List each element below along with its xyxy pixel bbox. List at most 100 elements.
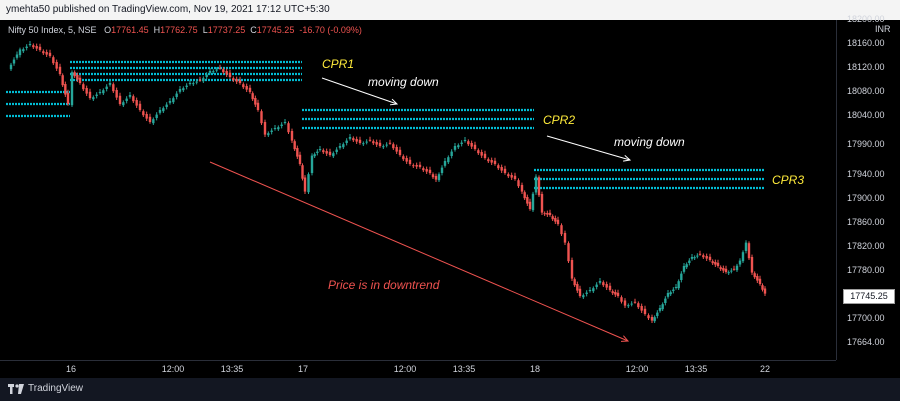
candle-body: [698, 253, 702, 255]
candle-body: [112, 84, 115, 92]
candle-body: [28, 44, 32, 45]
moving-down-arrow-1: [321, 77, 398, 105]
candle-body: [473, 144, 477, 149]
candle-body: [102, 90, 105, 94]
downtrend-arrow: [209, 161, 629, 342]
candle-body: [735, 265, 739, 271]
candle-body: [328, 151, 332, 155]
candle-body: [98, 92, 102, 93]
moving-down-label-1: moving down: [368, 75, 439, 89]
tradingview-logo-icon: [8, 383, 24, 394]
candle-body: [480, 152, 483, 156]
candle-body: [122, 102, 125, 106]
open-label: O: [104, 25, 112, 35]
candle-body: [215, 69, 218, 71]
candle-body: [724, 268, 728, 272]
time-tick: 18: [529, 364, 541, 374]
candle-body: [543, 213, 546, 215]
price-tick: 17664.00: [847, 337, 885, 347]
tradingview-logo[interactable]: TradingView: [8, 383, 83, 394]
candle-body: [680, 273, 683, 280]
candle-body: [260, 111, 263, 124]
candle-body: [61, 75, 64, 86]
price-chart[interactable]: CPR1 moving down CPR2 moving down CPR3 P…: [0, 20, 836, 360]
candle-body: [546, 213, 549, 215]
candle-body: [128, 95, 132, 97]
downtrend-arrow-head: [620, 335, 630, 342]
time-tick: 12:00: [625, 364, 649, 374]
currency-label: INR: [875, 24, 891, 34]
cpr3-label: CPR3: [772, 173, 804, 187]
time-scale[interactable]: 16 12:00 13:35 17 12:00 13:35 18 12:00 1…: [0, 360, 836, 379]
candle-body: [567, 243, 570, 262]
candle-body: [263, 122, 267, 135]
candle-body: [142, 111, 145, 116]
candle-body: [182, 88, 185, 91]
candle-body: [528, 201, 532, 209]
candle-body: [656, 312, 659, 316]
candle-body: [677, 281, 680, 289]
candle-body: [554, 218, 557, 222]
candle-body: [487, 159, 490, 162]
last-price-tag: 17745.25: [843, 289, 895, 304]
price-tick: 18040.00: [847, 110, 885, 120]
candle-body: [672, 289, 675, 291]
candle-body: [500, 167, 503, 171]
candle-body: [457, 145, 460, 148]
candle-body: [152, 119, 155, 124]
candle-body: [415, 165, 418, 167]
footer-bar: TradingView: [0, 378, 900, 401]
downtrend-label: Price is in downtrend: [328, 278, 440, 292]
candle-body: [95, 94, 98, 96]
candle-body: [108, 83, 112, 85]
candle-body: [623, 300, 627, 306]
candle-body: [602, 282, 605, 286]
chart-pane[interactable]: CPR1 moving down CPR2 moving down CPR3 P…: [0, 20, 836, 360]
candle-body: [254, 98, 257, 105]
candle-body: [727, 272, 730, 274]
candle-body: [633, 301, 637, 303]
candle-body: [647, 315, 650, 319]
candle-body: [447, 157, 450, 163]
symbol-name: Nifty 50 Index, 5, NSE: [8, 25, 97, 35]
candle-body: [463, 140, 467, 141]
candle-body: [658, 308, 662, 311]
candle-body: [616, 292, 620, 296]
candle-body: [467, 141, 470, 145]
candle-body: [453, 146, 457, 150]
candle-body: [225, 71, 228, 75]
time-tick: 12:00: [393, 364, 417, 374]
candle-body: [551, 216, 554, 220]
open-value: 17761.45: [111, 25, 149, 35]
candle-body: [290, 131, 294, 141]
candle-body: [92, 97, 95, 100]
candle-body: [52, 57, 55, 64]
candle-body: [608, 285, 612, 290]
candle-body: [460, 142, 463, 144]
moving-down-arrow-2: [546, 135, 631, 161]
candle-body: [35, 46, 38, 49]
candle-body: [348, 137, 352, 139]
candle-body: [747, 243, 751, 259]
candle-body: [503, 168, 507, 173]
candle-body: [428, 169, 432, 173]
candle-body: [548, 212, 552, 215]
candle-body: [88, 91, 92, 98]
candle-body: [517, 180, 520, 187]
candle-body: [756, 276, 759, 281]
price-tick: 17820.00: [847, 241, 885, 251]
candle-body: [301, 165, 304, 179]
candle-body: [685, 264, 688, 268]
price-tick: 17700.00: [847, 313, 885, 323]
candle-body: [714, 262, 717, 265]
candle-body: [165, 104, 168, 107]
candle-body: [640, 306, 643, 311]
candle-body: [335, 149, 338, 152]
candle-body: [362, 143, 365, 145]
candle-body: [245, 86, 248, 90]
candle-body: [753, 273, 756, 278]
price-scale[interactable]: 18200.00 INR 18160.00 18120.00 18080.00 …: [836, 14, 900, 360]
candle-body: [208, 71, 212, 73]
cpr2-label: CPR2: [543, 113, 575, 127]
high-label: H: [153, 25, 161, 35]
